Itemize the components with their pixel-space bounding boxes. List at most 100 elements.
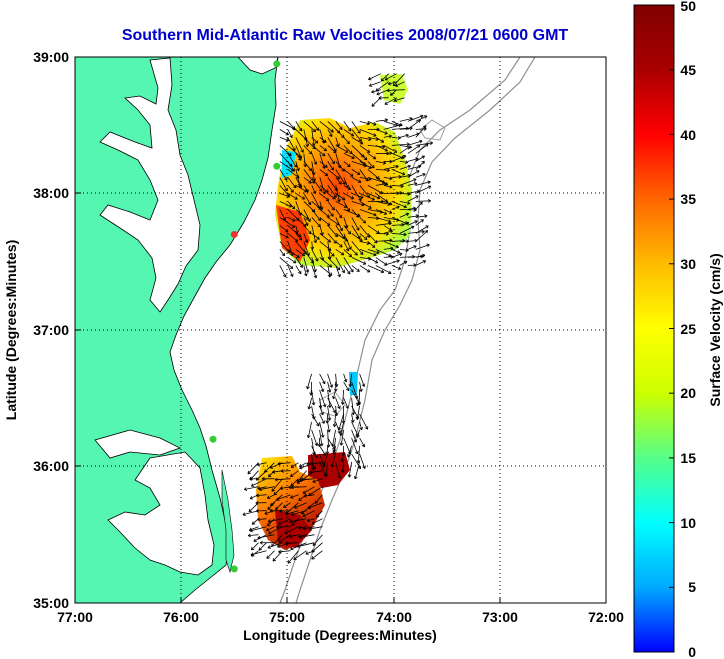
velocity-vector xyxy=(311,193,321,209)
velocity-vector-head xyxy=(306,518,310,523)
velocity-vector xyxy=(351,129,362,142)
velocity-vector-head xyxy=(331,253,335,257)
velocity-vector-head xyxy=(373,122,377,126)
velocity-vector xyxy=(299,462,307,468)
velocity-vector-head xyxy=(307,218,311,223)
velocity-vector-head xyxy=(291,224,296,228)
velocity-vector xyxy=(343,145,353,155)
velocity-vector xyxy=(311,241,313,250)
velocity-vector xyxy=(359,233,368,240)
velocity-vector-head xyxy=(403,232,407,237)
velocity-vector xyxy=(311,249,319,262)
velocity-vector-head xyxy=(384,77,389,81)
velocity-vector-head xyxy=(337,198,341,203)
velocity-vector-head xyxy=(326,222,331,226)
velocity-vector-head xyxy=(384,118,389,123)
velocity-vector xyxy=(303,153,306,167)
velocity-vector-head xyxy=(292,147,296,151)
velocity-vector xyxy=(302,510,315,517)
velocity-vector-head xyxy=(285,138,290,142)
velocity-vector xyxy=(335,217,343,232)
velocity-vector xyxy=(375,239,393,242)
velocity-vector xyxy=(319,169,328,177)
velocity-vector-head xyxy=(271,469,276,474)
velocity-vector-head xyxy=(298,270,302,275)
velocity-vector-head xyxy=(314,442,319,447)
velocity-vector xyxy=(287,161,295,172)
velocity-vector xyxy=(391,169,406,175)
velocity-vector-head xyxy=(329,133,333,137)
velocity-vector-head xyxy=(383,211,388,215)
velocity-vector xyxy=(390,89,397,96)
velocity-vector xyxy=(375,217,391,223)
velocity-vector xyxy=(343,397,349,409)
velocity-vector xyxy=(272,470,283,473)
velocity-vector xyxy=(333,445,336,455)
velocity-vector xyxy=(375,222,392,226)
velocity-vector xyxy=(311,257,316,273)
velocity-vector xyxy=(319,445,327,456)
velocity-vector xyxy=(391,155,407,162)
velocity-vector xyxy=(303,177,312,184)
velocity-vector-head xyxy=(293,184,297,189)
velocity-vector xyxy=(399,174,411,178)
velocity-vector-head xyxy=(255,493,260,498)
y-tick-label: 38:00 xyxy=(33,185,69,201)
velocity-vector-head xyxy=(355,450,359,455)
velocity-vector xyxy=(278,518,291,525)
velocity-vector-head xyxy=(389,176,393,181)
velocity-vector xyxy=(359,265,371,273)
velocity-vector xyxy=(319,121,334,133)
velocity-vector xyxy=(415,125,427,138)
velocity-vector xyxy=(407,220,418,226)
velocity-vector xyxy=(357,445,360,464)
station-marker xyxy=(209,435,217,443)
velocity-vector xyxy=(375,81,389,92)
velocity-vector-head xyxy=(376,91,380,96)
velocity-vector xyxy=(391,265,401,270)
velocity-vector xyxy=(392,73,405,87)
velocity-vector-head xyxy=(351,412,356,416)
velocity-vector xyxy=(268,518,283,522)
velocity-vector-head xyxy=(421,160,425,165)
velocity-vector-head xyxy=(340,469,345,473)
velocity-vector-head xyxy=(327,274,332,278)
velocity-vector xyxy=(342,461,344,473)
velocity-vector xyxy=(267,542,283,549)
velocity-vector-head xyxy=(267,506,271,510)
velocity-vector-head xyxy=(348,383,353,388)
velocity-vector xyxy=(407,207,416,210)
velocity-vector xyxy=(327,225,338,238)
velocity-vector xyxy=(319,397,322,409)
velocity-vector xyxy=(267,502,275,510)
velocity-vector-head xyxy=(347,454,351,458)
velocity-vector xyxy=(305,550,315,555)
velocity-vector xyxy=(415,230,428,242)
velocity-vector-head xyxy=(298,497,302,501)
velocity-vector xyxy=(359,121,370,125)
y-axis-label: Latitude (Degrees:Minutes) xyxy=(3,240,19,420)
velocity-vector xyxy=(335,373,338,387)
velocity-vector xyxy=(335,193,346,201)
velocity-vector xyxy=(327,373,333,388)
velocity-vector xyxy=(303,217,309,226)
velocity-vector xyxy=(303,225,312,235)
velocity-vector xyxy=(249,470,259,481)
velocity-vector-head xyxy=(267,522,271,527)
velocity-vector xyxy=(293,550,307,561)
velocity-vector-head xyxy=(406,201,411,205)
velocity-vector xyxy=(407,170,420,178)
velocity-vector-head xyxy=(356,268,360,272)
velocity-vector xyxy=(359,137,372,140)
velocity-vector-head xyxy=(340,401,345,405)
velocity-vector-head xyxy=(314,454,318,459)
colorbar-label: Surface Velocity (cm/s) xyxy=(707,253,723,406)
velocity-vector xyxy=(248,534,259,536)
velocity-vector xyxy=(275,502,283,510)
velocity-vector xyxy=(335,185,340,202)
velocity-vector xyxy=(279,233,289,239)
velocity-vector xyxy=(375,169,390,171)
velocity-vector xyxy=(251,542,259,551)
velocity-vector xyxy=(375,233,389,235)
velocity-vector-head xyxy=(361,383,366,387)
